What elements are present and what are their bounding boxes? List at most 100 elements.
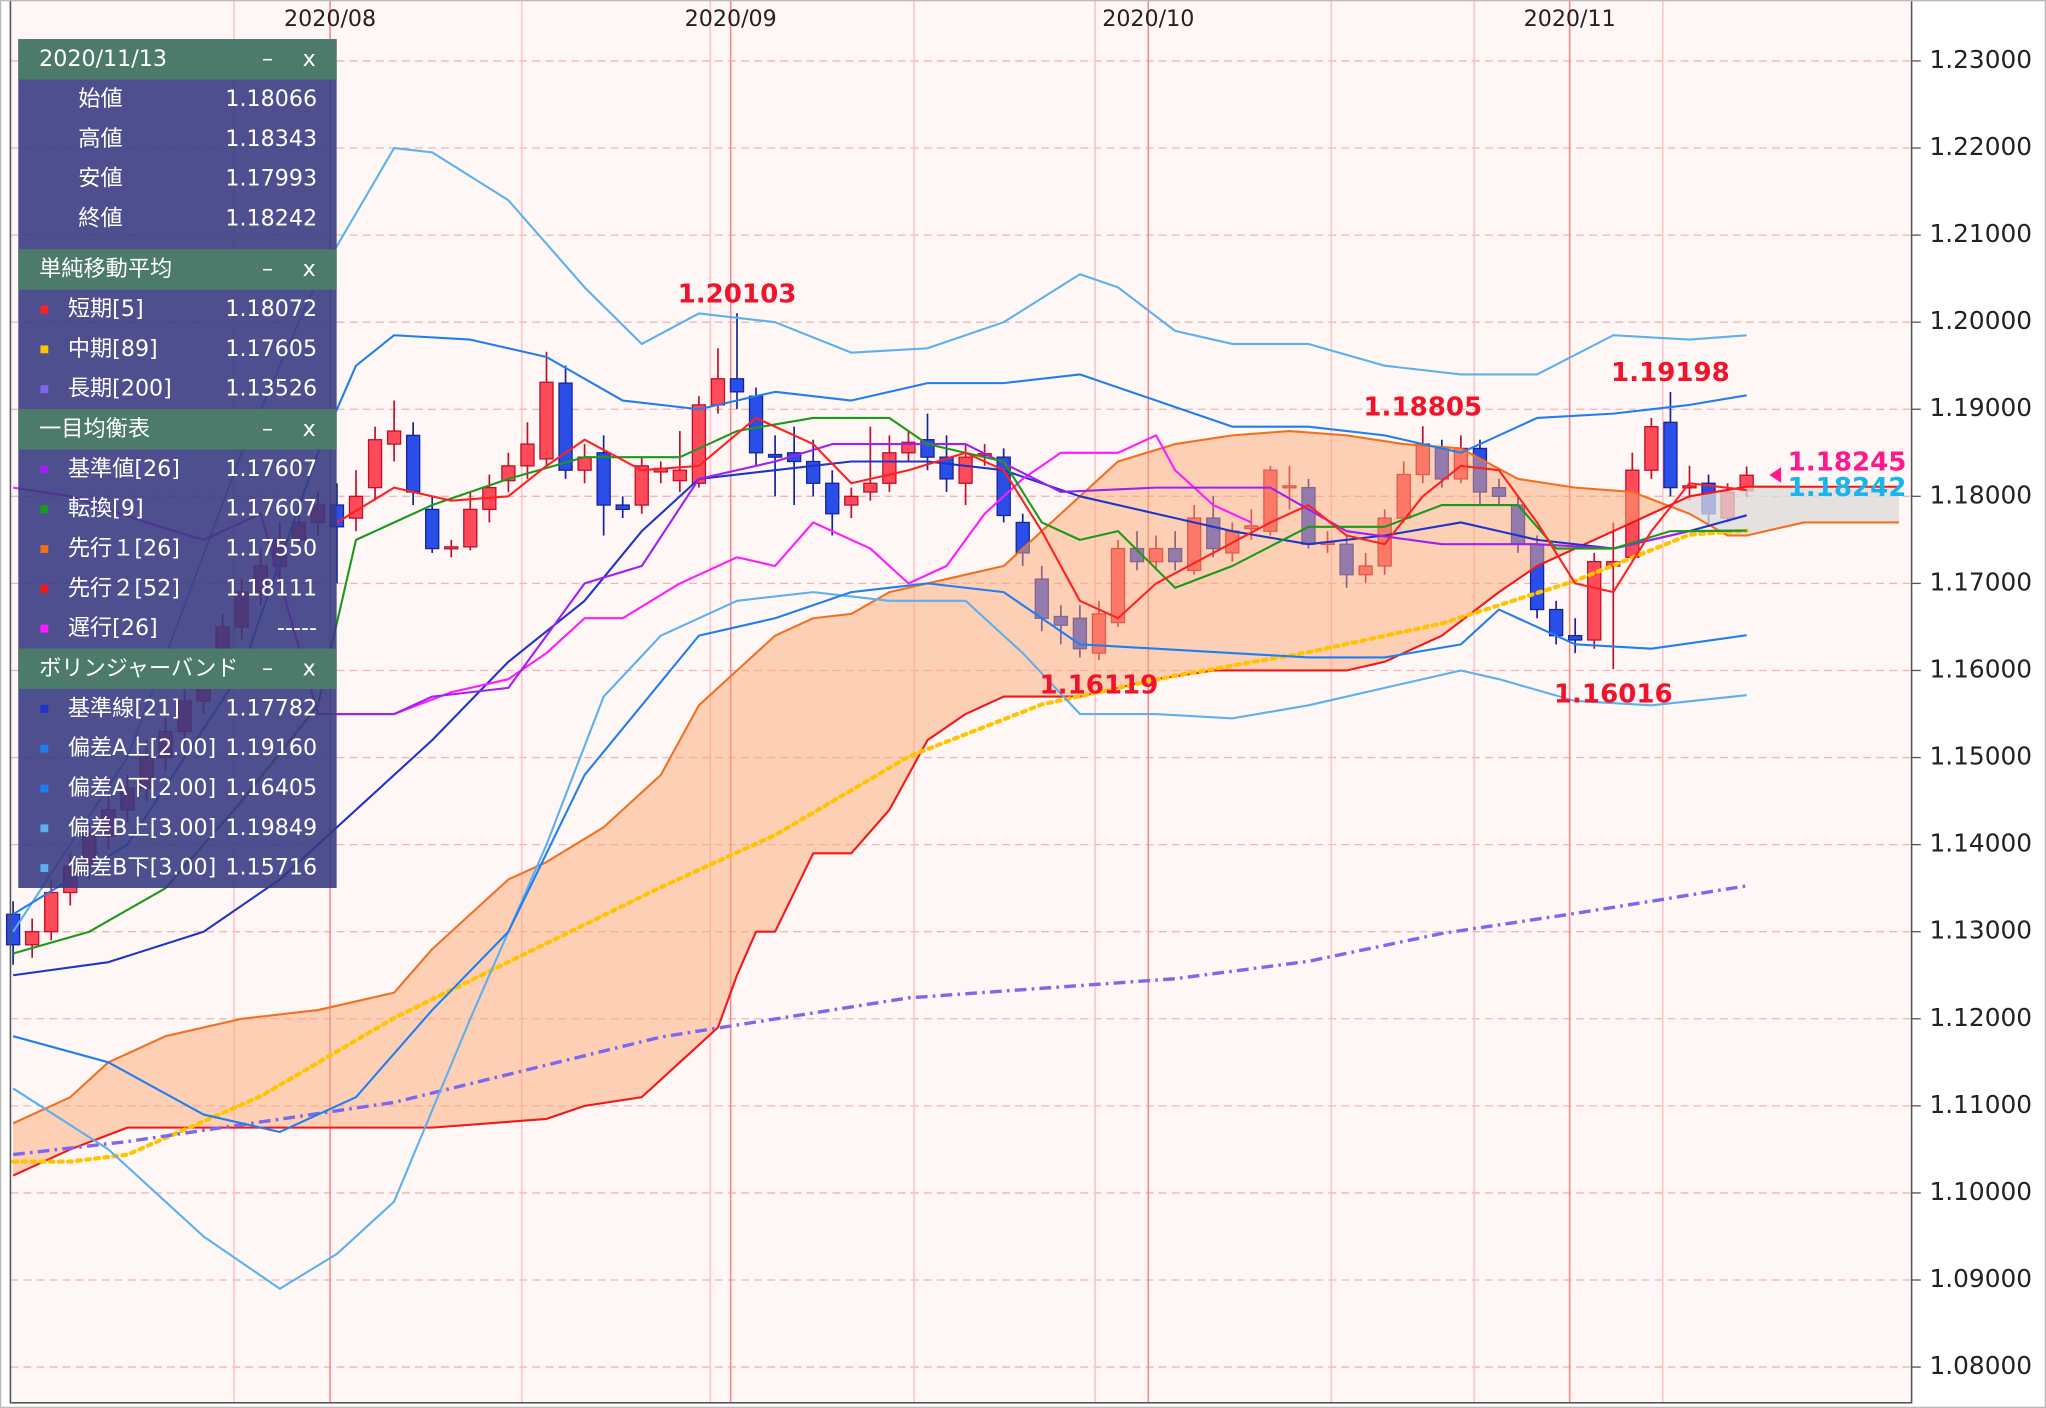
y-tick-label: 1.14000: [1930, 829, 2032, 858]
y-tick-label: 1.17000: [1930, 567, 2032, 596]
minimize-button[interactable]: –: [262, 256, 273, 282]
price-axis: 1.08000 1.09000 1.10000 1.11000 1.12000 1.130…: [1911, 45, 2032, 1380]
indicator-line: [336, 443, 1747, 716]
price-annotation: 1.20103: [678, 279, 797, 309]
panel-value: 1.18111: [225, 575, 317, 601]
candle-body: [463, 508, 478, 548]
panel-background: [18, 39, 337, 888]
price-marker-label: 1.18245: [1788, 448, 1907, 478]
panel-value: 1.17550: [225, 536, 317, 562]
candle-body: [1568, 634, 1583, 641]
x-tick-label: 2020/09: [685, 6, 777, 32]
y-tick-label: 1.11000: [1930, 1090, 2032, 1119]
candle-body: [5, 913, 21, 946]
panel-label: 中期[89]: [68, 336, 158, 362]
indicator-line: [12, 582, 1747, 1134]
panel-label: 先行２[52]: [68, 575, 180, 601]
panel-title: 一目均衡表: [39, 416, 150, 442]
legend-swatch: [40, 824, 49, 833]
close-button[interactable]: x: [303, 655, 316, 681]
legend-swatch: [40, 305, 49, 314]
candle-body: [425, 508, 440, 550]
candle-body: [844, 495, 859, 506]
panel-label: 始値: [78, 86, 122, 112]
panel-value: 1.17782: [225, 695, 317, 721]
panel-value: 1.15716: [225, 855, 317, 881]
legend-swatch: [40, 864, 49, 873]
panel-header: [18, 39, 337, 80]
legend-swatch: [40, 465, 49, 474]
indicator-line: [11, 528, 1749, 1164]
candle-body: [1587, 560, 1602, 641]
y-tick-label: 1.12000: [1930, 1003, 2032, 1032]
panel-label: 基準値[26]: [68, 456, 180, 482]
panel-label: 短期[5]: [68, 296, 144, 322]
candle-body: [539, 381, 554, 460]
close-button[interactable]: x: [303, 256, 316, 282]
legend-swatch: [40, 545, 49, 553]
y-tick-label: 1.22000: [1930, 132, 2032, 161]
panel-value: 1.13526: [225, 376, 317, 402]
candle-body: [444, 546, 459, 550]
price-annotation: 1.16016: [1554, 680, 1673, 710]
price-marker-label: 1.18242: [1788, 473, 1907, 503]
panel-value: 1.19849: [225, 815, 317, 841]
cloud-fill: [1666, 486, 1900, 536]
panel-header: [18, 409, 337, 450]
panel-title: 単純移動平均: [39, 256, 172, 282]
panel-value: 1.18242: [225, 205, 317, 231]
candle-body: [558, 382, 573, 471]
close-button[interactable]: x: [303, 416, 316, 442]
candle-body: [863, 482, 878, 493]
candle-body: [1682, 485, 1697, 489]
candle-body: [44, 891, 59, 933]
price-annotation: 1.19198: [1611, 358, 1730, 388]
panel-value: 1.18072: [225, 296, 317, 322]
panel-label: 長期[200]: [68, 376, 172, 402]
panel-value: 1.18066: [225, 86, 317, 112]
panel-label: 偏差A上[2.00]: [68, 735, 216, 761]
cloud-fill: [13, 431, 1667, 1176]
y-tick-label: 1.10000: [1930, 1177, 2032, 1206]
legend-swatch: [40, 345, 49, 354]
indicator-line: [12, 334, 1747, 916]
legend-swatch: [40, 385, 49, 394]
candle-body: [920, 439, 935, 458]
panel-label: 偏差B上[3.00]: [68, 815, 216, 841]
panel-label: 偏差B下[3.00]: [68, 855, 216, 881]
minimize-button[interactable]: –: [262, 416, 273, 442]
price-arrow: [1769, 467, 1782, 483]
panel-value: 1.19160: [225, 735, 317, 761]
panel-label: 基準線[21]: [68, 695, 180, 721]
x-tick-label: 2020/08: [284, 6, 376, 32]
candle-body: [634, 465, 649, 506]
price-annotation: 1.16119: [1040, 671, 1159, 701]
y-tick-label: 1.18000: [1930, 480, 2032, 509]
candle-body: [710, 378, 726, 406]
minimize-button[interactable]: –: [262, 46, 273, 72]
panel-value: 1.17993: [225, 166, 317, 192]
candle-body: [748, 395, 764, 454]
panel-title: 2020/11/13: [39, 46, 167, 72]
minimize-button[interactable]: –: [262, 655, 273, 681]
panel-label: 遅行[26]: [68, 615, 158, 641]
y-tick-label: 1.13000: [1930, 916, 2032, 945]
y-tick-label: 1.19000: [1930, 393, 2032, 422]
y-tick-label: 1.15000: [1930, 742, 2032, 771]
candle-body: [24, 931, 40, 946]
candle-body: [882, 452, 897, 484]
y-tick-label: 1.16000: [1930, 654, 2032, 683]
ichimoku-cloud: [13, 431, 1900, 1176]
candle-body: [1548, 608, 1564, 637]
panel-label: 安値: [78, 166, 122, 192]
close-button[interactable]: x: [303, 46, 316, 72]
panel-title: ボリンジャーバンド: [39, 655, 238, 681]
plot-frame: [9, 0, 1913, 1404]
x-tick-label: 2020/11: [1524, 6, 1616, 32]
candle-body: [405, 434, 421, 493]
panel-value: 1.17607: [225, 456, 317, 482]
candle-body: [615, 504, 630, 511]
y-tick-label: 1.23000: [1930, 45, 2032, 74]
